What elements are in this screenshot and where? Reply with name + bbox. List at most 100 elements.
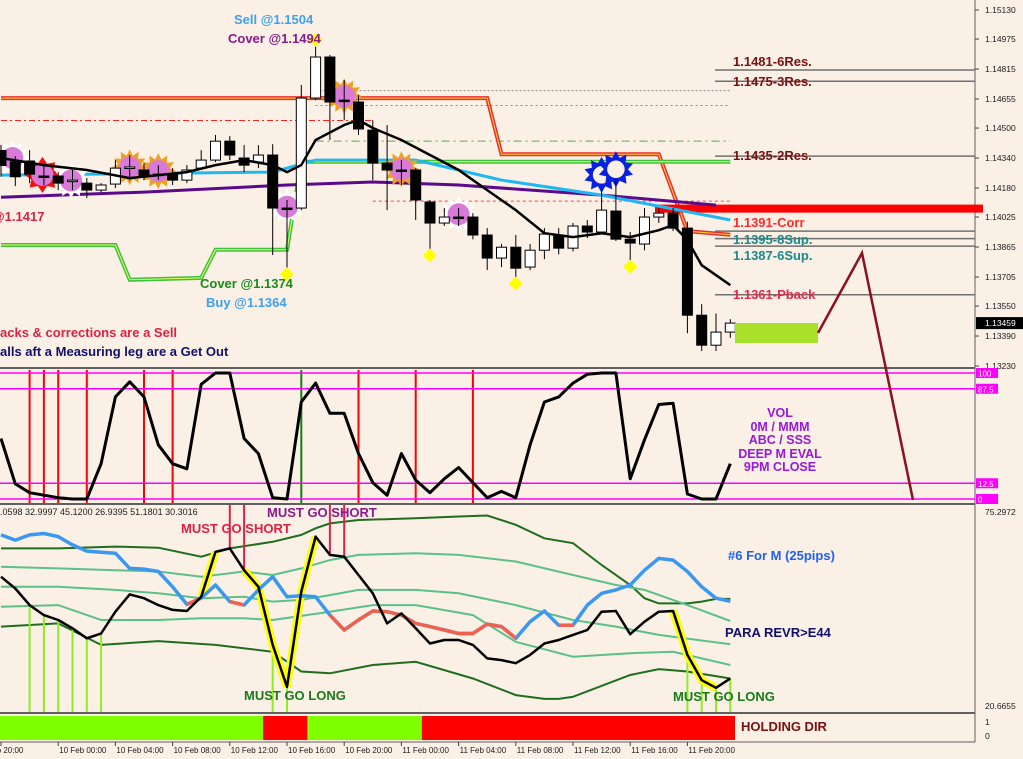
osc-level-badge <box>976 368 998 378</box>
bear-candle <box>338 99 350 103</box>
bear-candle <box>467 216 479 236</box>
rule-sell-text: acks & corrections are a Sell <box>0 325 178 340</box>
must-go-long-label: MUST GO LONG <box>244 688 346 703</box>
bull-candle <box>310 56 322 99</box>
bull-candle <box>67 179 78 183</box>
bull-candle <box>210 140 221 161</box>
price-tick-label: 1.15130 <box>985 5 1016 15</box>
bear-candle <box>395 169 407 173</box>
price-tick-label: 1.13390 <box>985 331 1016 341</box>
left-price-annotation: @1.1417 <box>0 209 45 224</box>
time-tick-label: 10 Feb 04:00 <box>116 746 164 755</box>
bear-candle <box>81 182 93 191</box>
vol-note: DEEP M EVAL <box>738 446 822 461</box>
bear-candle <box>581 225 593 233</box>
bear-candle <box>324 56 336 103</box>
bear-candle <box>553 234 565 249</box>
yellow-diamond-icon <box>308 32 323 47</box>
bear-candle <box>610 210 622 240</box>
bear-candle <box>667 212 679 229</box>
price-tick-label: 1.13705 <box>985 272 1016 282</box>
must-go-short-label: MUST GO SHORT <box>267 505 377 520</box>
price-tick-label: 1.14500 <box>985 123 1016 133</box>
vol-note: VOL <box>767 406 793 420</box>
band-line <box>1 585 731 646</box>
orange-line-segment <box>229 599 245 607</box>
bear-candle <box>510 246 522 269</box>
time-tick-label: 10 Feb 00:00 <box>59 746 107 755</box>
holding-axis-label: 1 <box>985 717 990 727</box>
bear-candle <box>267 154 279 209</box>
support-bar <box>655 204 983 213</box>
time-tick-label: 11 Feb 04:00 <box>460 746 507 755</box>
oscillator-panel <box>0 370 975 503</box>
time-tick-label: 9 Feb 20:00 <box>0 746 24 755</box>
time-tick-label: 11 Feb 12:00 <box>574 746 621 755</box>
yellow-diamond-icon <box>623 259 638 274</box>
bear-candle <box>52 175 64 184</box>
osc-level-badge <box>976 478 998 489</box>
holding-axis-label: 0 <box>985 731 990 741</box>
axes: 1.15130 1.14975 1.14815 1.14655 1.14500 1.143… <box>0 5 1023 755</box>
bull-candle <box>95 184 107 191</box>
vol-notes: VOL 0M / MMM ABC / SSS DEEP M EVAL 9PM C… <box>730 406 830 475</box>
level-label: 1.1475-3Res. <box>733 74 812 89</box>
level-label: 1.1387-6Sup. <box>733 248 813 263</box>
buy-annotation: Buy @1.1364 <box>206 295 287 310</box>
bear-candle <box>453 216 465 220</box>
osc-level-label: 0 <box>978 496 983 505</box>
time-tick-label: 11 Feb 00:00 <box>402 746 449 755</box>
price-panel: 1.1481-6Res. 1.1475-3Res. 1.1435-2Res. 1.13… <box>0 32 983 352</box>
bull-candle <box>181 169 193 181</box>
bull-candle <box>710 331 722 346</box>
osc-level-badge <box>976 494 998 504</box>
time-tick-label: 10 Feb 20:00 <box>345 746 393 755</box>
must-go-long-label: MUST GO LONG <box>673 689 775 704</box>
holding-long-segment <box>0 716 264 740</box>
price-tick-label: 1.13230 <box>985 361 1016 371</box>
bull-candle <box>653 212 665 218</box>
projection-zigzag <box>816 249 915 501</box>
target-zone-box <box>735 323 818 343</box>
band-line <box>0 604 731 666</box>
level-label: 1.1395-8Sup. <box>733 232 813 247</box>
black-ma-line <box>0 118 732 287</box>
vol-note: 0M / MMM <box>750 419 810 434</box>
bear-candle <box>696 314 708 346</box>
bear-candle <box>38 175 50 179</box>
para-revr-label: PARA REVR>E44 <box>725 625 831 640</box>
blue-star-icon <box>604 158 628 181</box>
band-max-label: 75.2972 <box>985 507 1016 517</box>
bear-candle <box>410 169 422 201</box>
holding-short-segment <box>263 716 308 740</box>
bear-candle <box>381 162 393 171</box>
time-tick-label: 11 Feb 20:00 <box>688 746 735 755</box>
vol-note: 9PM CLOSE <box>743 460 817 474</box>
bull-candle <box>496 246 507 259</box>
vol-note: ABC / SSS <box>748 433 812 447</box>
oscillator-line <box>0 371 732 501</box>
current-price-label: 1.13459 <box>985 318 1016 328</box>
six-for-m-label: #6 For M (25pips) <box>728 548 835 563</box>
level-label: 1.1361-Pback <box>733 287 816 302</box>
sell-annotation: Sell @1.1504 <box>234 12 314 27</box>
price-tick-label: 1.14025 <box>985 212 1016 222</box>
time-tick-label: 10 Feb 16:00 <box>288 746 336 755</box>
bear-candle <box>24 160 36 175</box>
band-panel <box>0 505 732 712</box>
bear-candle <box>681 227 693 316</box>
cover-bottom-annotation: Cover @1.1374 <box>200 276 293 291</box>
bear-candle <box>353 101 364 130</box>
band-line <box>1 514 731 605</box>
price-tick-label: 1.14180 <box>985 183 1016 193</box>
bear-candle <box>9 161 21 178</box>
bull-candle <box>639 216 650 245</box>
osc-level-badge <box>976 383 998 394</box>
rule-get-out-text: alls aft a Measuring leg are a Get Out <box>0 344 229 359</box>
time-tick-label: 10 Feb 12:00 <box>231 746 279 755</box>
holding-dir-panel <box>0 716 736 740</box>
bear-candle <box>367 129 379 164</box>
must-go-short-label: MUST GO SHORT <box>181 521 291 536</box>
upper-band-line <box>1 97 731 236</box>
